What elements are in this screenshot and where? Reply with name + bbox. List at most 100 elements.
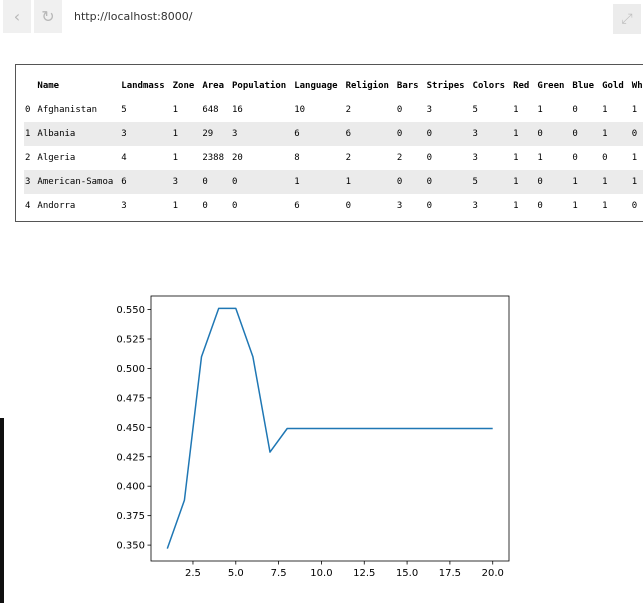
table-cell: 1: [568, 170, 599, 194]
table-cell: 1: [509, 122, 534, 146]
column-header: Green: [537, 81, 565, 91]
window-edge: [0, 418, 4, 603]
table-cell: 0: [392, 170, 423, 194]
table-cell: 5: [121, 105, 127, 115]
table-cell: 0: [396, 105, 403, 115]
table-row: 4 Andorra 3 1 0 0 6 0 3 0 3 1 0 1 1 0: [24, 194, 643, 218]
table-cell: 1: [631, 105, 638, 115]
x-tick-label: 2.5: [185, 568, 201, 579]
table-cell: 6: [117, 170, 169, 194]
table-cell: 0: [572, 105, 578, 115]
table-cell: 6: [294, 201, 300, 211]
table-cell: 0: [602, 153, 608, 163]
table-cell: 3: [117, 122, 169, 146]
x-tick-label: 15.0: [396, 568, 418, 579]
row-index: 1: [24, 122, 34, 146]
table-cell: American-Samoa: [33, 170, 118, 194]
table-cell: 0: [537, 201, 543, 211]
column-header: Religion: [345, 81, 389, 91]
y-tick-label: 0.350: [116, 541, 145, 552]
dataframe-output: Name Landmass Zone Area Population Language Re…: [15, 64, 643, 222]
table-cell: 0: [631, 201, 638, 211]
table-cell: 6: [341, 122, 393, 146]
table-cell: 0: [572, 153, 578, 163]
table-cell: 2: [345, 153, 351, 163]
table-cell: 0: [422, 170, 469, 194]
table-cell: 0: [426, 201, 433, 211]
table-cell: 1: [290, 170, 342, 194]
table-cell: 0: [627, 122, 643, 146]
y-tick-label: 0.400: [116, 482, 145, 493]
table-cell: 1: [631, 153, 638, 163]
y-tick-label: 0.425: [116, 452, 145, 463]
table-cell: 3: [472, 201, 478, 211]
table-cell: 1: [572, 201, 578, 211]
table-cell: 1: [513, 153, 519, 163]
table-cell: 648: [202, 105, 219, 115]
table-cell: 1: [172, 201, 179, 211]
table-cell: 2: [396, 153, 403, 163]
table-cell: 3: [228, 122, 291, 146]
table-cell: 3: [121, 201, 127, 211]
table-cell: 1: [341, 170, 393, 194]
table-cell: 0: [202, 201, 208, 211]
table-cell: 1: [598, 170, 628, 194]
expand-icon[interactable]: ⤢: [613, 4, 641, 34]
x-tick-label: 12.5: [353, 568, 375, 579]
column-header: Red: [513, 81, 530, 91]
table-cell: 0: [533, 122, 569, 146]
table-cell: 5: [472, 105, 478, 115]
series-line: [166, 307, 493, 549]
table-cell: 0: [392, 122, 423, 146]
y-tick-label: 0.525: [116, 334, 145, 345]
table-cell: 10: [294, 105, 306, 115]
table-cell: 1: [172, 105, 179, 115]
table-cell: 3: [168, 170, 199, 194]
table-row: 3 American-Samoa 6 3 0 0 1 1 0 0 5 1 0 1 1 1: [24, 170, 643, 194]
table-cell: 1: [627, 170, 643, 194]
back-icon[interactable]: ‹: [3, 0, 31, 33]
row-index: 0: [25, 105, 31, 115]
table-cell: 1: [602, 105, 608, 115]
table-cell: 29: [198, 122, 229, 146]
table-cell: Andorra: [37, 201, 76, 211]
x-tick-label: 20.0: [482, 568, 504, 579]
column-header: White: [631, 81, 643, 91]
table-cell: 0: [345, 201, 351, 211]
table-cell: Algeria: [37, 153, 76, 163]
y-tick-label: 0.450: [116, 423, 145, 434]
column-header: Name: [37, 81, 60, 91]
address-bar[interactable]: http://localhost:8000/: [74, 10, 193, 23]
table-cell: 3: [396, 201, 403, 211]
table-cell: 0: [422, 122, 469, 146]
table-cell: 3: [426, 105, 433, 115]
column-header: Stripes: [426, 81, 465, 91]
table-cell: 0: [198, 170, 229, 194]
table-cell: 0: [228, 170, 291, 194]
table-cell: 1: [513, 105, 519, 115]
table-row: 0 Afghanistan 5 1 648 16 10 2 0 3 5 1 1 0 1 1: [24, 98, 643, 122]
row-index: 4: [25, 201, 31, 211]
column-header: Blue: [572, 81, 595, 91]
table-row: 2 Algeria 4 1 2388 20 8 2 2 0 3 1 1 0 0 1: [24, 146, 643, 170]
table-cell: 0: [533, 170, 569, 194]
table-cell: 4: [121, 153, 127, 163]
x-tick-label: 5.0: [228, 568, 244, 579]
table-row: 1 Albania 3 1 29 3 6 6 0 0 3 1 0 0 1 0: [24, 122, 643, 146]
x-tick-label: 17.5: [439, 568, 461, 579]
reload-icon[interactable]: ↻: [34, 0, 62, 33]
table-cell: 20: [232, 153, 243, 163]
table-cell: 3: [468, 122, 510, 146]
table-cell: 1: [537, 105, 543, 115]
table-cell: 1: [172, 153, 179, 163]
table-cell: 16: [232, 105, 243, 115]
table-body: 0 Afghanistan 5 1 648 16 10 2 0 3 5 1 1 0 1 1 1 Albania 3 1…: [24, 98, 643, 218]
y-tick-label: 0.550: [116, 305, 145, 316]
table-cell: 1: [598, 122, 628, 146]
browser-toolbar: ‹ ↻ http://localhost:8000/ ⤢: [0, 0, 643, 36]
table-cell: 1: [537, 153, 543, 163]
table-cell: 6: [290, 122, 342, 146]
table-cell: 0: [568, 122, 599, 146]
